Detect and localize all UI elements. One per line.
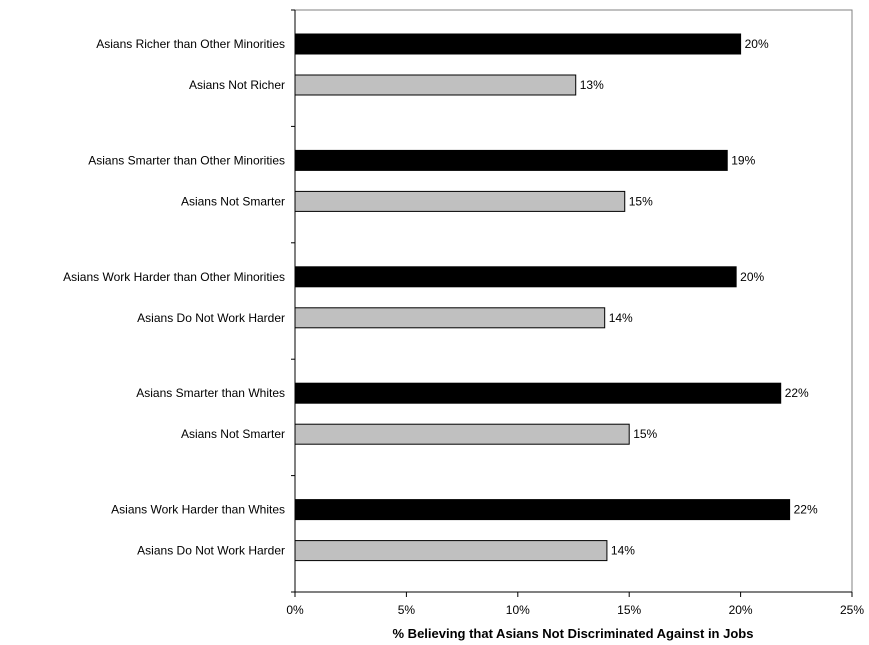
data-label: 20% xyxy=(740,270,764,284)
x-tick-label: 0% xyxy=(286,603,304,617)
x-tick-label: 15% xyxy=(617,603,641,617)
category-label: Asians Work Harder than Other Minorities xyxy=(63,270,285,284)
x-tick-label: 5% xyxy=(398,603,416,617)
category-label: Asians Not Richer xyxy=(189,78,285,92)
ticks-layer: 0% 5% 10% 15% 20% 25% xyxy=(286,9,864,617)
category-label: Asians Not Smarter xyxy=(181,194,285,208)
data-label: 20% xyxy=(745,37,769,51)
data-label: 19% xyxy=(731,153,755,167)
bar xyxy=(294,499,791,521)
plot-area xyxy=(294,9,853,593)
bar xyxy=(294,540,608,562)
category-label: Asians Not Smarter xyxy=(181,427,285,441)
category-label: Asians Do Not Work Harder xyxy=(137,544,285,558)
data-label: 15% xyxy=(633,427,657,441)
data-label: 13% xyxy=(580,78,604,92)
bar xyxy=(294,33,742,55)
category-label: Asians Work Harder than Whites xyxy=(111,503,285,517)
category-label: Asians Richer than Other Minorities xyxy=(96,37,285,51)
data-label: 15% xyxy=(629,194,653,208)
x-tick-label: 25% xyxy=(840,603,864,617)
bar xyxy=(294,149,728,171)
data-label: 22% xyxy=(785,386,809,400)
bar xyxy=(294,307,606,329)
x-axis-label: % Believing that Asians Not Discriminate… xyxy=(393,626,754,641)
data-label: 14% xyxy=(609,311,633,325)
bar xyxy=(294,190,626,212)
bar xyxy=(294,382,782,404)
data-label: 14% xyxy=(611,544,635,558)
x-tick-label: 10% xyxy=(506,603,530,617)
data-label: 22% xyxy=(794,503,818,517)
bar xyxy=(294,266,737,288)
bar xyxy=(294,423,630,445)
bar xyxy=(294,74,577,96)
category-label: Asians Smarter than Whites xyxy=(136,386,285,400)
x-tick-label: 20% xyxy=(729,603,753,617)
category-label: Asians Smarter than Other Minorities xyxy=(88,153,285,167)
category-label: Asians Do Not Work Harder xyxy=(137,311,285,325)
